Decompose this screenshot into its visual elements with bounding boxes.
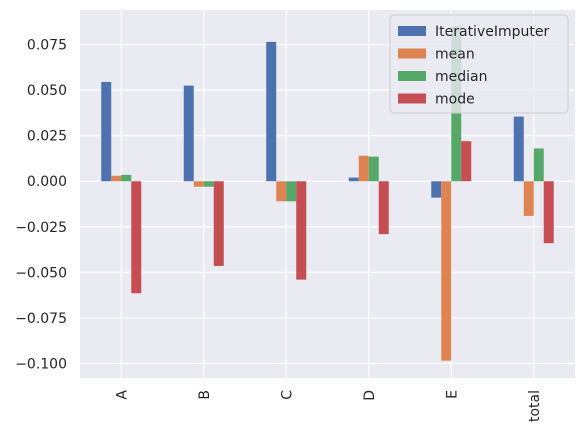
bar-iterativeimputer-b (183, 85, 194, 182)
bar-median-c (286, 181, 297, 202)
y-tick-label: 0.075 (27, 38, 67, 54)
y-tick-label: 0.025 (27, 129, 67, 145)
legend: IterativeImputer mean median mode (389, 14, 569, 114)
y-tick-label: 0.000 (27, 174, 67, 190)
bar-mean-e (441, 181, 452, 361)
legend-swatch (398, 71, 426, 81)
legend-swatch (398, 48, 426, 59)
y-tick-label: −0.075 (15, 311, 67, 327)
legend-label: IterativeImputer (435, 24, 549, 40)
bar-median-b (203, 181, 214, 187)
x-tick-label: E (444, 390, 460, 399)
x-tick-label: D (362, 390, 378, 401)
x-tick-label: A (114, 390, 130, 400)
legend-label: mode (435, 92, 475, 108)
legend-label: median (435, 69, 487, 85)
bar-mean-total (523, 181, 534, 216)
bar-mean-a (111, 175, 122, 182)
bar-iterativeimputer-e (431, 181, 442, 198)
y-tick-labels: −0.100 −0.075 −0.050 −0.025 0.000 0.025 0.050 0… (15, 38, 67, 373)
bar-mean-b (193, 181, 204, 187)
bar-mode-total (543, 181, 554, 244)
bar-median-total (533, 148, 544, 182)
bar-iterativeimputer-total (513, 116, 524, 182)
bar-mode-d (378, 181, 389, 235)
bar-iterativeimputer-c (266, 41, 277, 182)
bar-mode-a (131, 181, 142, 294)
bar-iterativeimputer-a (101, 81, 112, 182)
bar-iterativeimputer-d (348, 177, 359, 182)
legend-label: mean (435, 47, 475, 63)
y-tick-label: 0.050 (27, 83, 67, 99)
bar-median-d (368, 156, 379, 182)
bar-median-a (121, 174, 132, 182)
legend-box (389, 14, 569, 114)
x-tick-label: B (197, 390, 213, 400)
x-tick-label: total (527, 390, 543, 422)
y-tick-label: −0.025 (15, 220, 67, 236)
legend-swatch (398, 93, 426, 104)
bar-mode-c (296, 181, 307, 280)
bar-mode-b (213, 181, 224, 266)
y-tick-label: −0.100 (15, 356, 67, 372)
bar-mode-e (461, 141, 472, 182)
legend-swatch (398, 26, 426, 36)
y-tick-label: −0.050 (15, 265, 67, 281)
bar-mean-d (358, 155, 369, 182)
x-tick-label: C (279, 390, 295, 400)
bar-mean-c (276, 181, 287, 202)
